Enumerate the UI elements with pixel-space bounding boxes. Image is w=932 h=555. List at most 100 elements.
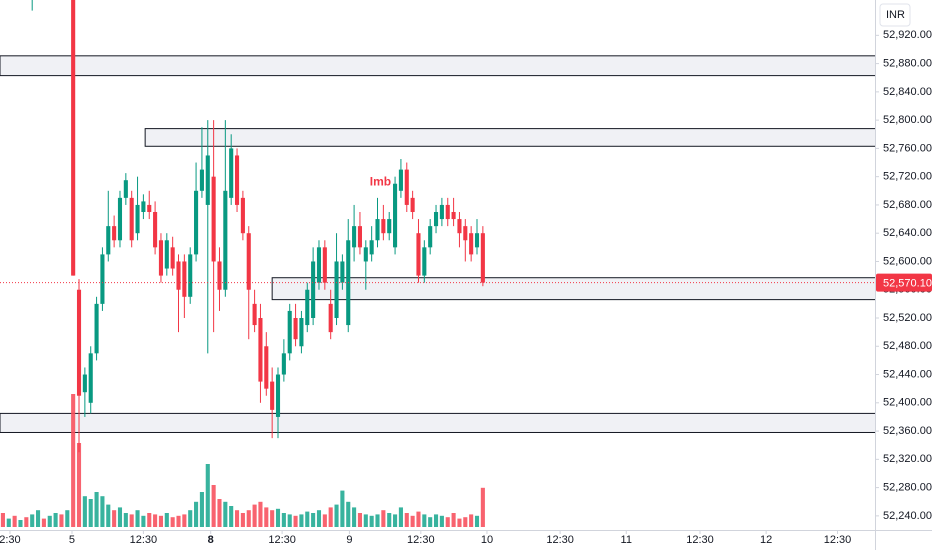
candle-body — [240, 197, 245, 234]
candle-body — [158, 240, 164, 276]
y-tick-label: 52,320.00 — [883, 453, 932, 465]
candle-body — [445, 204, 450, 220]
candle-body — [217, 261, 222, 290]
candle-body — [117, 197, 123, 241]
candle-body — [123, 180, 128, 198]
x-tick-label: 12:30 — [407, 534, 435, 546]
volume-bar — [30, 514, 35, 527]
volume-bar — [217, 499, 222, 527]
volume-bar — [194, 501, 199, 527]
candle-body — [305, 289, 310, 326]
candle-body — [287, 310, 292, 354]
zone — [144, 128, 875, 147]
volume-bar — [451, 513, 456, 527]
candle-body — [334, 261, 339, 318]
volume-bar — [53, 513, 58, 527]
candle-body — [381, 219, 386, 234]
volume-bar — [199, 492, 204, 527]
candle-body — [229, 148, 234, 198]
volume-bar — [211, 485, 216, 527]
x-tick-label: 12:30 — [268, 534, 296, 546]
volume-bar — [188, 510, 193, 527]
candle-body — [76, 289, 82, 396]
candle-body — [393, 183, 398, 248]
volume-bar — [410, 515, 415, 527]
candle-body — [275, 374, 281, 417]
volume-bar — [299, 514, 304, 527]
zone — [0, 412, 875, 433]
volume-bar — [357, 513, 362, 527]
candle-body — [106, 226, 111, 255]
volume-bar — [445, 517, 450, 527]
volume-bar — [375, 514, 380, 527]
candle-body — [100, 254, 105, 304]
volume-bar — [381, 510, 386, 527]
candle-body — [199, 169, 204, 191]
y-tick-label: 52,920.00 — [883, 29, 932, 41]
y-tick-label: 52,800.00 — [883, 114, 932, 126]
candle-body — [474, 233, 480, 248]
candle-body — [194, 190, 199, 255]
x-tick-label: 8 — [208, 534, 214, 546]
volume-bar — [71, 394, 76, 527]
volume-bar — [463, 517, 468, 527]
volume-bar — [117, 507, 123, 527]
plot-area: Imb — [0, 0, 875, 527]
candle-body — [316, 247, 322, 283]
y-tick-label: 52,680.00 — [883, 199, 932, 211]
candle-body — [147, 204, 152, 212]
candle-body — [352, 226, 357, 248]
volume-bar — [223, 501, 228, 527]
volume-bar — [76, 443, 82, 527]
volume-bar — [270, 510, 275, 527]
volume-bar — [457, 518, 462, 527]
y-tick-label: 52,880.00 — [883, 58, 932, 70]
y-tick-label: 52,480.00 — [883, 340, 932, 352]
volume-bar — [369, 515, 374, 527]
candle-body — [416, 233, 421, 276]
candle-body — [357, 226, 362, 248]
volume-bar — [293, 515, 298, 527]
volume-bar — [346, 501, 351, 527]
candle-body — [369, 240, 374, 255]
volume-bar — [135, 510, 140, 527]
volume-bar — [275, 508, 281, 527]
volume-bar — [6, 518, 11, 527]
candle-body — [223, 190, 228, 290]
candle-body — [375, 219, 380, 241]
volume-bar — [41, 518, 46, 527]
candle-body — [153, 212, 158, 248]
candle-body — [293, 318, 298, 340]
volume-bar — [474, 515, 480, 527]
candle-body — [410, 197, 415, 212]
y-tick-label: 52,280.00 — [883, 482, 932, 494]
x-tick-label: 11 — [621, 534, 632, 546]
candle-body — [71, 0, 76, 276]
candle-body — [480, 233, 485, 283]
candle-body — [234, 155, 240, 205]
volume-bar — [205, 464, 210, 527]
candle-body — [141, 201, 146, 212]
candle-body — [182, 261, 187, 297]
volume-bar — [281, 513, 286, 527]
volume-bar — [88, 499, 93, 527]
candle-body — [457, 219, 462, 234]
volume-bar — [24, 517, 29, 527]
currency-box[interactable] — [879, 3, 911, 27]
volume-bar — [258, 501, 263, 527]
volume-bar — [141, 515, 146, 527]
candle-body — [311, 261, 316, 318]
candle-body — [135, 204, 140, 234]
volume-bar — [0, 513, 5, 527]
volume-bar — [35, 510, 41, 527]
volume-bar — [18, 520, 23, 527]
volume-bar — [106, 504, 111, 527]
volume-bar — [433, 514, 439, 527]
candle-body — [363, 247, 368, 262]
volume-bar — [311, 513, 316, 527]
y-tick-label: 52,360.00 — [883, 425, 932, 437]
y-tick-label: 52,520.00 — [883, 312, 932, 324]
volume-bar — [252, 504, 257, 527]
volume-bar — [387, 513, 392, 527]
volume-bar — [170, 517, 175, 527]
